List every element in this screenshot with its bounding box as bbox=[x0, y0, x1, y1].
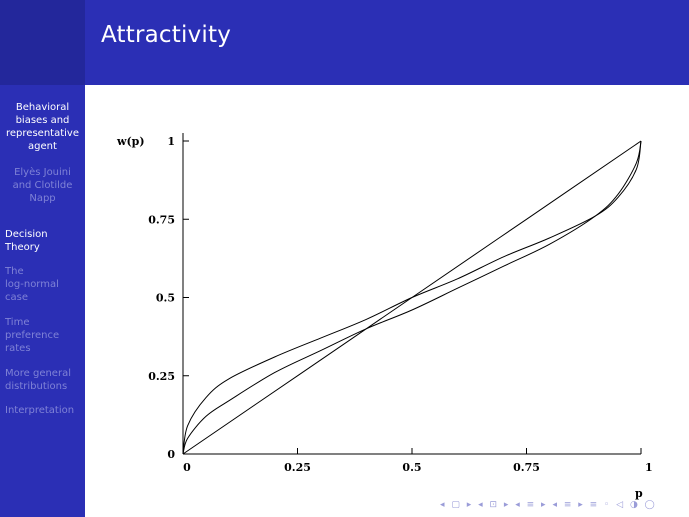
section-line: Decision bbox=[5, 229, 48, 240]
section-line: log-normal bbox=[5, 279, 59, 290]
sidebar bbox=[0, 85, 85, 517]
x-tick-label: 1 bbox=[645, 461, 653, 474]
sidebar-item-interpretation[interactable]: Interpretation bbox=[5, 404, 83, 417]
frame-title: Attractivity bbox=[101, 22, 232, 48]
section-line: Time bbox=[5, 317, 30, 328]
section-line: rates bbox=[5, 343, 31, 354]
weighting-curve-2 bbox=[182, 140, 642, 455]
talk-title-line: agent bbox=[28, 141, 57, 152]
beamer-navigation-bar[interactable]: ◂ ▢ ▸ ◂ ⊡ ▸ ◂ ≡ ▸ ◂ ≡ ▸ ≡ ◦ ◁ ◑ ◯ bbox=[440, 500, 657, 510]
x-tick-label: 0 bbox=[183, 461, 191, 474]
y-tick-label: 0.75 bbox=[148, 213, 175, 226]
y-tick-label: 0.25 bbox=[148, 370, 175, 383]
section-line: The bbox=[5, 266, 24, 277]
x-tick-label: 0.25 bbox=[284, 461, 311, 474]
sidebar-header-block bbox=[0, 0, 85, 85]
author-line: Napp bbox=[29, 193, 56, 204]
section-line: Theory bbox=[5, 242, 40, 253]
sidebar-item-more-general-distributions[interactable]: More general distributions bbox=[5, 367, 83, 393]
sidebar-authors[interactable]: Elyès Jouini and Clotilde Napp bbox=[0, 166, 85, 205]
section-line: case bbox=[5, 292, 28, 303]
sidebar-talk-title[interactable]: Behavioral biases and representative age… bbox=[0, 101, 85, 153]
talk-title-line: Behavioral bbox=[15, 102, 70, 113]
y-tick-label: 0.5 bbox=[156, 292, 175, 305]
sidebar-item-decision-theory[interactable]: Decision Theory bbox=[5, 228, 83, 254]
frame-title-bar bbox=[85, 0, 689, 85]
section-line: Interpretation bbox=[5, 405, 75, 416]
y-axis-label: w(p) bbox=[116, 135, 145, 148]
y-tick-label: 1 bbox=[167, 135, 175, 148]
x-tick-label: 0.75 bbox=[513, 461, 540, 474]
talk-title-line: biases and bbox=[15, 115, 70, 126]
author-line: and Clotilde bbox=[12, 180, 73, 191]
y-tick-label: 0 bbox=[167, 448, 175, 461]
sidebar-item-log-normal-case[interactable]: The log-normal case bbox=[5, 265, 83, 304]
sidebar-item-time-preference-rates[interactable]: Time preference rates bbox=[5, 316, 83, 355]
talk-title-line: representative bbox=[6, 128, 79, 139]
x-axis-label: p bbox=[635, 487, 643, 500]
x-tick-label: 0.5 bbox=[402, 461, 421, 474]
section-line: preference bbox=[5, 330, 60, 341]
section-line: distributions bbox=[5, 381, 68, 392]
author-line: Elyès Jouini bbox=[14, 167, 71, 178]
weighting-curve-3 bbox=[182, 140, 642, 455]
section-line: More general bbox=[5, 368, 71, 379]
